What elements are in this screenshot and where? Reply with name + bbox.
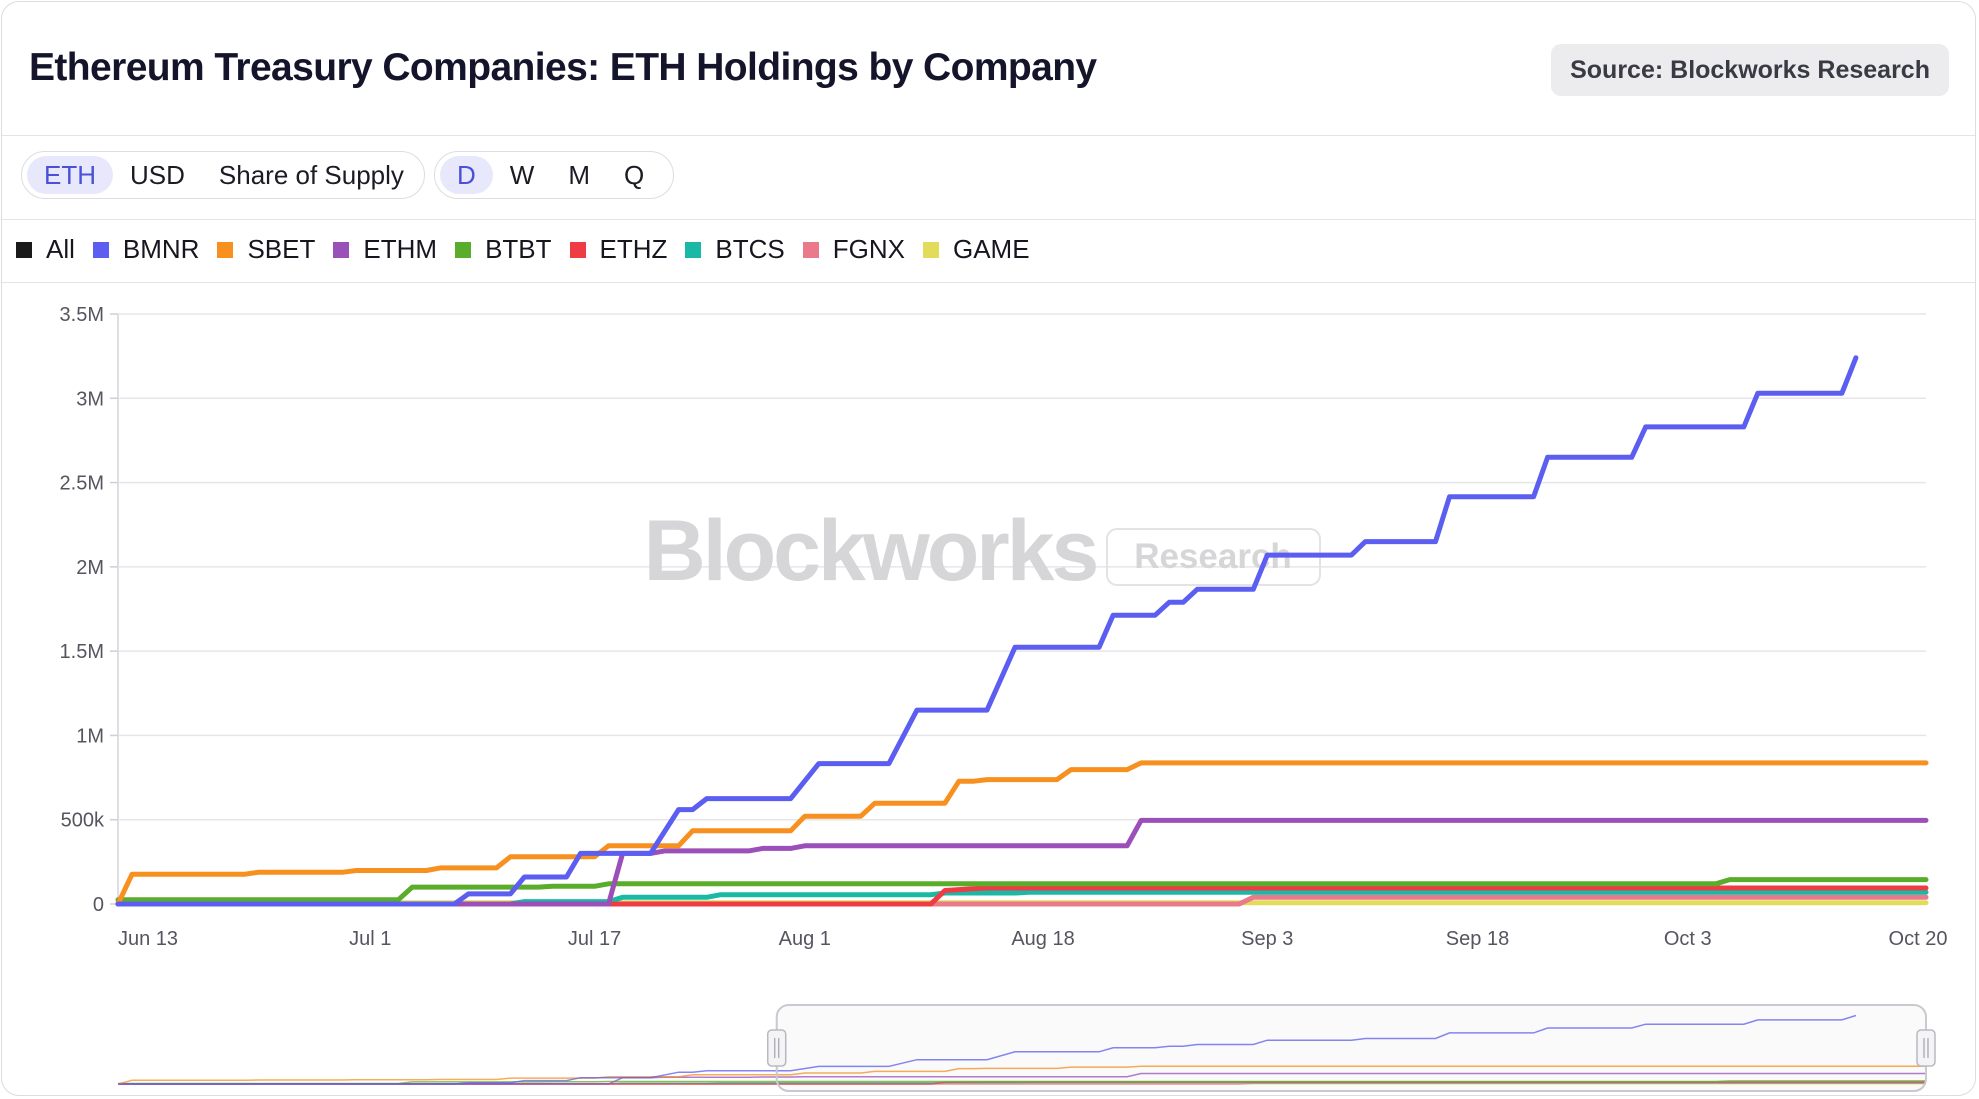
legend-swatch xyxy=(217,241,234,258)
navigator-line-sbet xyxy=(117,1065,1926,1085)
legend-swatch xyxy=(333,241,350,258)
navigator[interactable] xyxy=(117,1004,1936,1092)
y-tick-label: 2.5M xyxy=(60,473,104,495)
legend-swatch xyxy=(922,241,939,258)
legend-label: GAME xyxy=(952,234,1030,264)
watermark-brand: Blockworks xyxy=(644,503,1097,599)
y-tick-label: 3M xyxy=(76,388,104,410)
series-line-btbt xyxy=(115,877,1929,903)
y-tick-label: 1M xyxy=(76,725,104,747)
legend-swatch xyxy=(685,241,702,258)
period-w-button[interactable]: W xyxy=(509,160,535,190)
x-axis: Jun 13 Jul 1 Jul 17 Aug 1 Aug 18 Sep 3 Sep 18 O… xyxy=(118,928,1947,950)
legend-label: BTBT xyxy=(485,234,552,264)
legend-item-bmnr[interactable]: BMNR xyxy=(92,234,200,265)
navigator-line-ethm xyxy=(118,1072,1926,1085)
controls-bar: ETH USD Share of Supply D W M Q xyxy=(2,135,1975,220)
legend-label: All xyxy=(46,234,75,264)
series-line-sbet xyxy=(115,760,1929,907)
legend-label: ETHM xyxy=(363,234,438,264)
legend-item-all[interactable]: All xyxy=(16,234,75,265)
legend-item-fgnx[interactable]: FGNX xyxy=(802,234,905,265)
legend-item-btcs[interactable]: BTCS xyxy=(685,234,785,265)
x-tick-label: Jul 1 xyxy=(349,928,391,950)
series-line-ethm xyxy=(115,817,1929,907)
series-line-ethz xyxy=(115,885,1929,907)
grid-lines xyxy=(117,313,1926,905)
x-tick-label: Oct 20 xyxy=(1889,928,1948,950)
legend-swatch xyxy=(92,241,109,258)
unit-toggle: ETH USD Share of Supply xyxy=(21,151,425,199)
unit-share-of-supply-button[interactable]: Share of Supply xyxy=(218,160,404,190)
legend-item-ethz[interactable]: ETHZ xyxy=(569,234,668,265)
x-tick-label: Aug 1 xyxy=(779,928,831,950)
legend-label: BMNR xyxy=(122,234,200,264)
legend-label: FGNX xyxy=(832,234,905,264)
unit-eth-button[interactable]: ETH xyxy=(27,156,113,194)
y-tick-label: 500k xyxy=(61,810,105,832)
legend-bar: All BMNR SBET ETHM BTBT ETHZ BTCS FGNX G… xyxy=(2,220,1975,283)
legend-swatch xyxy=(455,241,472,258)
legend-item-game[interactable]: GAME xyxy=(922,234,1030,265)
series-lines xyxy=(115,355,1929,907)
legend-swatch xyxy=(569,241,586,258)
legend-label: BTCS xyxy=(715,234,785,264)
period-toggle: D W M Q xyxy=(434,151,674,199)
x-tick-label: Sep 18 xyxy=(1446,928,1509,950)
y-axis: 0 500k 1M 1.5M 2M 2.5M 3M 3.5M xyxy=(60,304,118,916)
legend-label: ETHZ xyxy=(599,234,668,264)
legend-swatch xyxy=(802,241,819,258)
legend-item-btbt[interactable]: BTBT xyxy=(455,234,552,265)
navigator-handle-left[interactable] xyxy=(766,1029,787,1067)
x-tick-label: Jul 17 xyxy=(568,928,621,950)
y-tick-label: 0 xyxy=(93,894,104,916)
header: Ethereum Treasury Companies: ETH Holding… xyxy=(2,2,1975,136)
x-tick-label: Oct 3 xyxy=(1664,928,1712,950)
page-title: Ethereum Treasury Companies: ETH Holding… xyxy=(29,46,1097,89)
period-m-button[interactable]: M xyxy=(568,160,590,190)
legend-label: SBET xyxy=(247,234,316,264)
legend-item-ethm[interactable]: ETHM xyxy=(333,234,437,265)
period-d-button[interactable]: D xyxy=(440,156,493,194)
watermark: Blockworks Research xyxy=(644,503,1321,599)
navigator-window xyxy=(775,1004,1928,1092)
y-tick-label: 3.5M xyxy=(60,304,104,326)
y-tick-label: 1.5M xyxy=(60,641,104,663)
navigator-line-bmnr xyxy=(118,1014,1857,1085)
navigator-handle-right[interactable] xyxy=(1916,1029,1936,1067)
x-tick-label: Sep 3 xyxy=(1241,928,1293,950)
source-badge: Source: Blockworks Research xyxy=(1551,44,1949,96)
y-tick-label: 2M xyxy=(76,557,104,579)
legend-item-sbet[interactable]: SBET xyxy=(217,234,315,265)
series-line-bmnr xyxy=(115,355,1859,907)
unit-usd-button[interactable]: USD xyxy=(130,160,185,190)
legend: All BMNR SBET ETHM BTBT ETHZ BTCS FGNX G… xyxy=(16,234,1030,265)
period-q-button[interactable]: Q xyxy=(624,160,645,190)
navigator-line-btbt xyxy=(118,1080,1926,1085)
x-tick-label: Aug 18 xyxy=(1011,928,1074,950)
x-tick-label: Jun 13 xyxy=(118,928,178,950)
legend-swatch xyxy=(16,241,32,258)
